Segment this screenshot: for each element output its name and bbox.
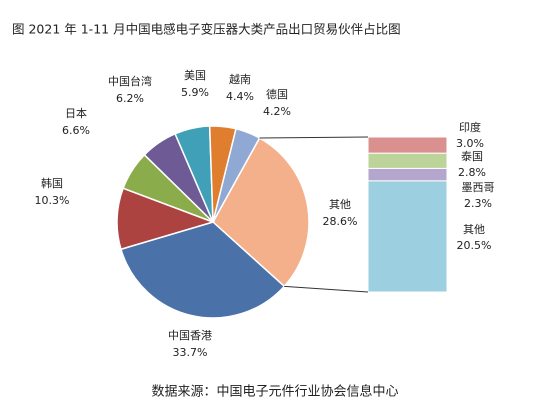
pie-slice [120,221,286,319]
pie-slice [212,127,261,223]
bar-segment [367,152,448,169]
bar-value: 2.8% [458,166,486,179]
pie-slice [212,137,310,288]
slice-label: 韩国 [41,176,63,190]
slice-label: 美国 [184,69,206,82]
bar-label: 墨西哥 [462,181,495,194]
slice-value: 10.3% [35,194,70,207]
bar-segment [367,180,448,293]
bar-segment [367,136,448,154]
chart-title: 图 2021 年 1-11 月中国电感电子变压器大类产品出口贸易伙伴占比图 [12,22,401,37]
bar-value: 2.3% [464,197,492,210]
slice-value: 6.6% [62,124,90,137]
slice-label: 其他 [329,198,351,211]
bar-label: 印度 [459,120,481,134]
slice-value: 4.4% [226,90,254,103]
slice-value: 6.2% [116,92,144,105]
bar-value: 20.5% [457,239,492,252]
bar-segment [367,167,448,182]
slice-value: 5.9% [181,86,209,99]
slice-label: 日本 [65,106,87,120]
slice-value: 33.7% [173,346,208,359]
slice-label: 越南 [229,72,251,86]
slice-label: 中国台湾 [108,74,152,88]
slice-label: 中国香港 [168,329,212,342]
bar-value: 3.0% [456,137,484,150]
bar-label: 泰国 [461,149,483,163]
source: 数据来源：中国电子元件行业协会信息中心 [151,384,398,400]
slice-label: 德国 [266,87,288,101]
slice-value: 4.2% [263,105,291,118]
connector [284,285,369,293]
connector [259,136,369,139]
bar-label: 其他 [463,223,485,236]
slice-value: 28.6% [323,215,358,228]
